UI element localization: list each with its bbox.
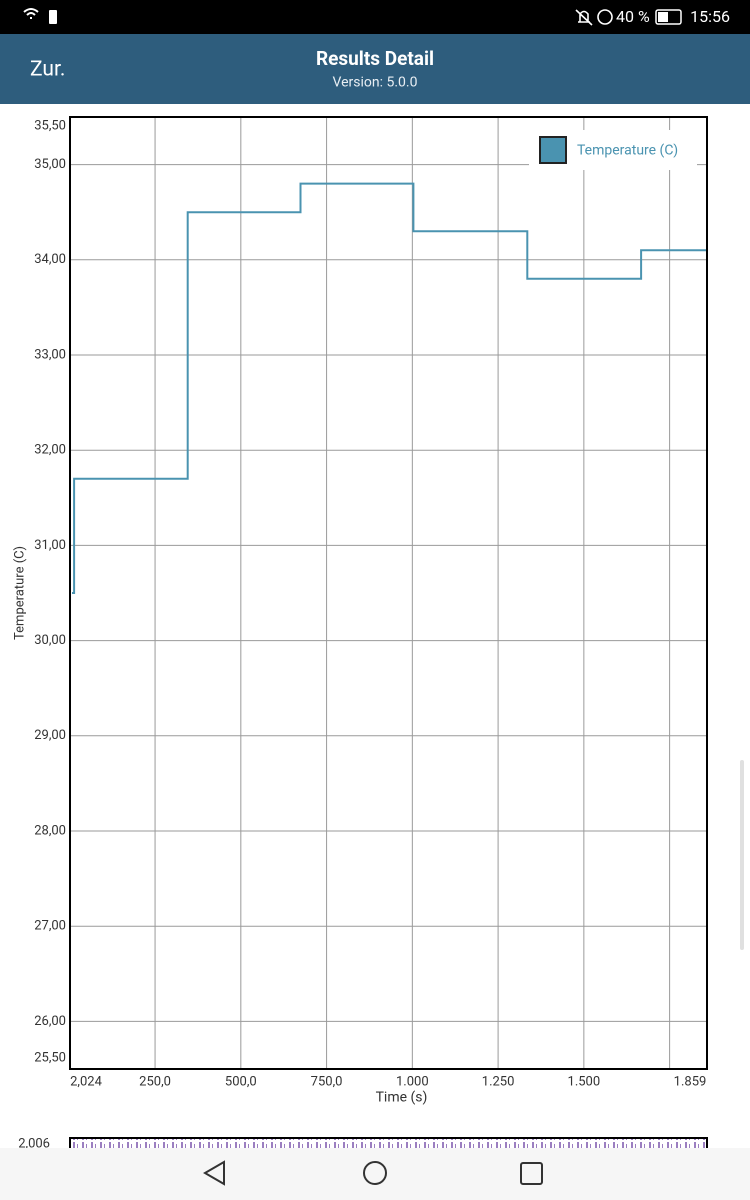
chart: 25,50 26,00 27,00 28,00 29,00 30,00 31,00 32,00…	[12, 116, 708, 1106]
y-tick-label: 29,00	[34, 728, 66, 743]
sim-icon	[49, 10, 57, 24]
nav-home[interactable]	[363, 1161, 387, 1185]
x-axis-label: Time (s)	[376, 1090, 428, 1106]
wifi-icon	[23, 8, 39, 19]
x-tick-label: 1.250	[482, 1074, 515, 1089]
x-tick-label: 1.859	[674, 1074, 707, 1089]
y-tick-label: 27,00	[34, 919, 66, 934]
x-tick-label: 1.000	[396, 1074, 429, 1089]
clock: 15:56	[690, 7, 730, 26]
y-tick-label: 31,00	[34, 538, 66, 553]
back-button[interactable]: Zur.	[30, 58, 65, 82]
nav-back[interactable]	[203, 1160, 225, 1186]
y-tick-label: 33,00	[34, 347, 66, 362]
y-tick-label: 25,50	[34, 1050, 66, 1065]
y-tick-label: 34,00	[34, 252, 66, 267]
x-tick-label: 250,0	[139, 1074, 171, 1089]
y-tick-label: 30,00	[34, 633, 66, 648]
plot-border	[69, 116, 708, 1070]
mute-icon	[575, 9, 593, 26]
legend-swatch	[539, 136, 567, 164]
y-tick-label: 26,00	[34, 1014, 66, 1029]
battery-level	[658, 12, 668, 22]
nav-recent[interactable]	[520, 1162, 543, 1185]
y-axis-label: Temperature (C)	[12, 546, 27, 640]
data-line	[72, 182, 707, 594]
x-tick-label: 1.500	[568, 1074, 601, 1089]
y-tick-label: 32,00	[34, 443, 66, 458]
x-tick-label: 2,024	[70, 1074, 102, 1089]
battery-percent: 40 %	[616, 7, 650, 26]
y-tick-label: 28,00	[34, 823, 66, 838]
scrollbar	[740, 760, 744, 950]
plot-area	[70, 117, 707, 1069]
legend-label: Temperature (C)	[577, 143, 678, 159]
app-bar	[0, 34, 750, 104]
x-tick-label: 750,0	[311, 1074, 343, 1089]
x-tick-label: 500,0	[225, 1074, 257, 1089]
status-bar	[0, 0, 750, 34]
y-tick-label: 35,50	[34, 118, 66, 133]
speed-icon	[597, 9, 613, 25]
overview-label: 2,006	[18, 1136, 50, 1151]
nav-bar	[0, 1148, 750, 1200]
page-subtitle: Version: 5.0.0	[333, 75, 418, 91]
page-title: Results Detail	[316, 47, 434, 70]
battery-icon	[655, 9, 682, 25]
y-tick-label: 35,00	[34, 157, 66, 172]
